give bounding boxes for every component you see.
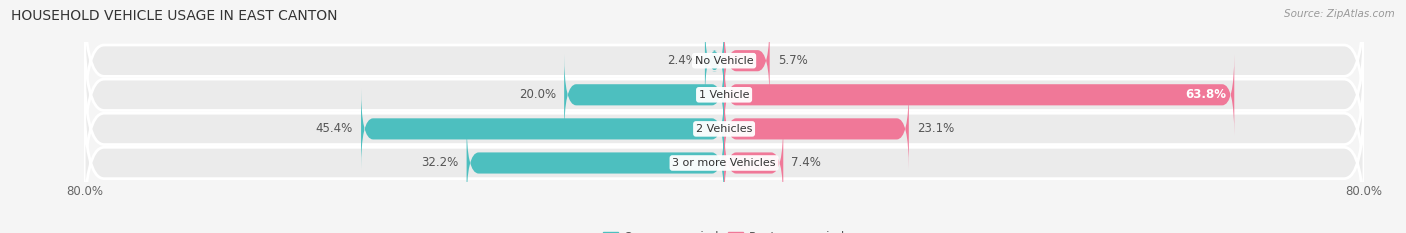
Text: 63.8%: 63.8% xyxy=(1185,88,1226,101)
FancyBboxPatch shape xyxy=(361,88,724,169)
FancyBboxPatch shape xyxy=(84,0,1364,130)
Text: 2 Vehicles: 2 Vehicles xyxy=(696,124,752,134)
FancyBboxPatch shape xyxy=(704,20,724,101)
Text: 2.4%: 2.4% xyxy=(666,54,697,67)
FancyBboxPatch shape xyxy=(724,122,783,204)
Text: 23.1%: 23.1% xyxy=(917,122,955,135)
Text: 7.4%: 7.4% xyxy=(792,157,821,169)
Text: No Vehicle: No Vehicle xyxy=(695,56,754,66)
Text: 5.7%: 5.7% xyxy=(778,54,807,67)
FancyBboxPatch shape xyxy=(84,25,1364,164)
FancyBboxPatch shape xyxy=(84,59,1364,199)
Legend: Owner-occupied, Renter-occupied: Owner-occupied, Renter-occupied xyxy=(599,226,849,233)
FancyBboxPatch shape xyxy=(564,54,724,135)
Text: 3 or more Vehicles: 3 or more Vehicles xyxy=(672,158,776,168)
Text: 20.0%: 20.0% xyxy=(519,88,557,101)
FancyBboxPatch shape xyxy=(724,54,1234,135)
Text: 45.4%: 45.4% xyxy=(316,122,353,135)
FancyBboxPatch shape xyxy=(467,122,724,204)
Text: HOUSEHOLD VEHICLE USAGE IN EAST CANTON: HOUSEHOLD VEHICLE USAGE IN EAST CANTON xyxy=(11,9,337,23)
Text: 1 Vehicle: 1 Vehicle xyxy=(699,90,749,100)
Text: Source: ZipAtlas.com: Source: ZipAtlas.com xyxy=(1284,9,1395,19)
FancyBboxPatch shape xyxy=(724,88,908,169)
Text: 32.2%: 32.2% xyxy=(422,157,458,169)
FancyBboxPatch shape xyxy=(724,20,769,101)
FancyBboxPatch shape xyxy=(84,93,1364,233)
